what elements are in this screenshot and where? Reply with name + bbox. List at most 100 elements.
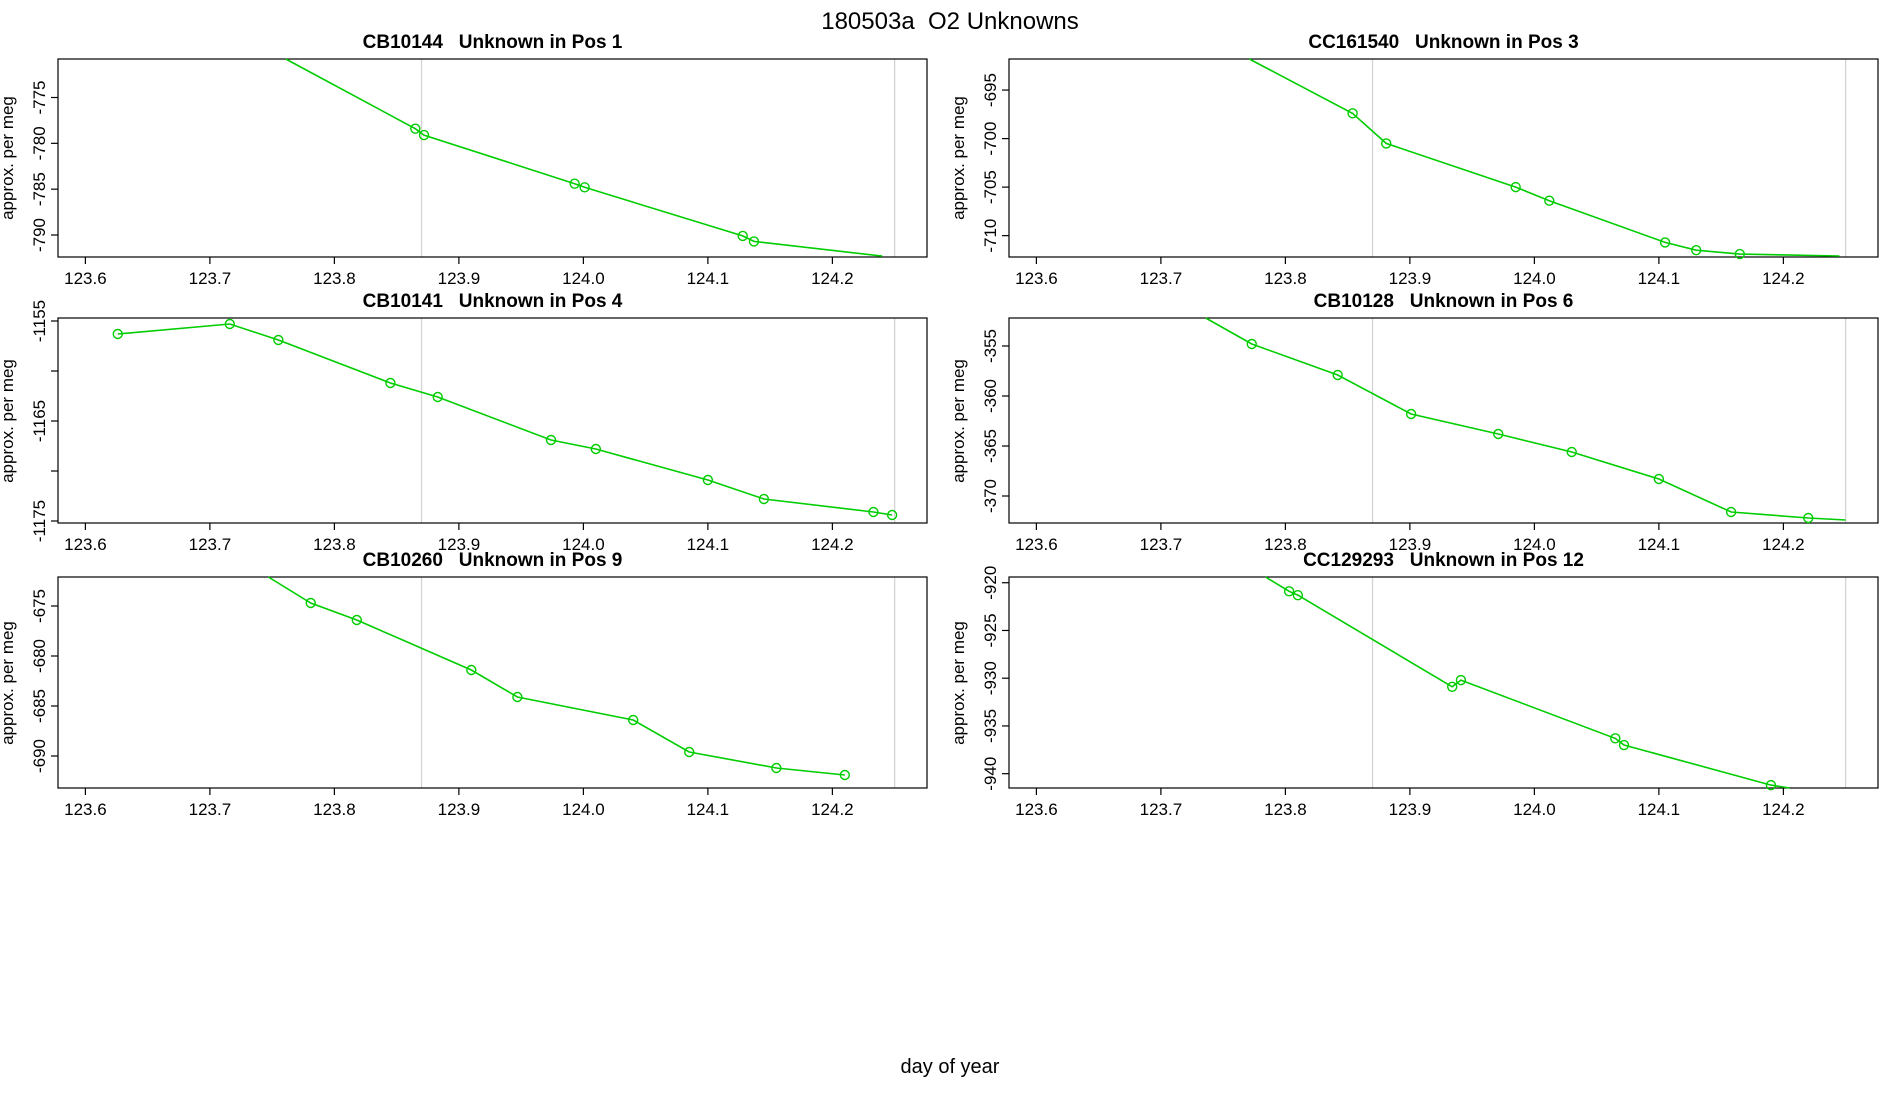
x-tick-label: 124.0 <box>1513 269 1556 288</box>
data-point-marker <box>112 328 123 340</box>
x-tick-label: 124.1 <box>687 535 730 554</box>
x-tick-label: 123.7 <box>189 800 232 819</box>
y-tick-label: -1155 <box>30 300 49 342</box>
plot-box <box>1008 576 1879 789</box>
x-tick-label: 123.9 <box>438 535 481 554</box>
y-tick-label: -1165 <box>30 400 49 442</box>
y-tick-label: -360 <box>981 379 1000 413</box>
x-tick-label: 123.9 <box>1389 535 1432 554</box>
x-tick-label: 123.6 <box>1015 800 1058 819</box>
x-tick-label: 124.2 <box>811 535 854 554</box>
x-tick-label: 124.2 <box>1762 535 1805 554</box>
data-point-marker <box>1765 779 1777 791</box>
y-tick-label: -690 <box>30 739 49 773</box>
data-point-marker <box>305 597 316 609</box>
plot-box <box>1008 317 1879 524</box>
data-point-marker <box>627 714 639 726</box>
y-axis-label: approx. per meg <box>949 358 968 483</box>
x-axis-label: day of year <box>900 1056 1000 1078</box>
x-tick-label: 123.9 <box>1389 800 1432 819</box>
plot-box <box>57 317 928 524</box>
data-point-marker <box>886 509 898 521</box>
data-point-marker <box>868 506 879 518</box>
x-tick-label: 124.1 <box>687 269 730 288</box>
data-point-marker <box>771 762 782 774</box>
data-point-marker <box>1725 506 1737 518</box>
x-tick-label: 123.8 <box>313 535 356 554</box>
x-tick-label: 123.9 <box>438 800 481 819</box>
x-tick-label: 124.0 <box>562 269 605 288</box>
x-tick-label: 123.9 <box>438 269 481 288</box>
x-tick-label: 123.8 <box>313 800 356 819</box>
data-point-marker <box>1493 428 1504 440</box>
data-point-marker <box>385 377 396 389</box>
x-tick-label: 124.1 <box>1638 269 1681 288</box>
y-axis-label: approx. per meg <box>949 620 968 745</box>
data-point-marker <box>1455 674 1467 686</box>
y-tick-label: -685 <box>30 689 49 723</box>
y-tick-label: -710 <box>981 219 1000 253</box>
data-point-marker <box>569 178 580 189</box>
data-point-marker <box>1447 681 1458 692</box>
data-point-marker <box>351 614 362 626</box>
data-point-marker <box>758 493 770 505</box>
page-title: 180503a O2 Unknowns <box>821 8 1079 35</box>
data-point-marker <box>466 664 477 676</box>
x-tick-label: 123.7 <box>189 535 232 554</box>
data-point-marker <box>839 769 851 781</box>
y-axis-label: approx. per meg <box>0 96 17 220</box>
y-tick-label: -930 <box>981 661 1000 695</box>
y-tick-label: -675 <box>30 589 49 623</box>
data-point-marker <box>273 334 284 346</box>
data-point-marker <box>1653 473 1665 485</box>
data-point-marker <box>1659 237 1671 248</box>
data-point-marker <box>737 230 748 242</box>
plot-box <box>57 576 928 789</box>
y-axis-label: approx. per meg <box>0 620 17 745</box>
y-tick-label: -940 <box>981 757 1000 791</box>
y-tick-label: -680 <box>30 639 49 673</box>
x-tick-label: 124.1 <box>687 800 730 819</box>
x-tick-label: 124.0 <box>562 800 605 819</box>
x-tick-label: 124.0 <box>1513 800 1556 819</box>
data-point-marker <box>1803 512 1814 524</box>
x-tick-label: 123.7 <box>1140 535 1183 554</box>
y-tick-label: -925 <box>981 613 1000 647</box>
x-tick-label: 123.6 <box>1015 269 1058 288</box>
y-tick-label: -790 <box>30 218 49 252</box>
y-tick-label: -355 <box>981 329 1000 363</box>
x-tick-label: 123.9 <box>1389 269 1432 288</box>
data-line <box>117 323 893 516</box>
x-tick-label: 123.8 <box>1264 800 1307 819</box>
x-tick-label: 124.2 <box>811 269 854 288</box>
data-line <box>267 576 845 776</box>
data-point-marker <box>410 123 421 134</box>
y-tick-label: -785 <box>30 172 49 206</box>
data-point-marker <box>1381 138 1392 149</box>
subplot-title-CC161540: CC161540 Unknown in Pos 3 <box>1308 32 1579 53</box>
data-point-marker <box>1566 446 1577 458</box>
y-axis-label: approx. per meg <box>0 358 17 483</box>
y-tick-label: -365 <box>981 429 1000 463</box>
y-tick-label: -920 <box>981 566 1000 600</box>
data-point-marker <box>579 182 590 193</box>
x-tick-label: 123.7 <box>1140 800 1183 819</box>
data-point-marker <box>748 236 760 247</box>
y-tick-label: -700 <box>981 122 1000 156</box>
data-point-marker <box>590 443 602 455</box>
data-point-marker <box>1283 586 1295 597</box>
y-tick-label: -780 <box>30 126 49 160</box>
plot-box <box>1008 58 1879 258</box>
data-point-marker <box>1610 733 1621 744</box>
x-tick-label: 123.6 <box>64 269 107 288</box>
data-point-marker <box>1510 181 1521 193</box>
data-point-marker <box>418 129 430 141</box>
y-tick-label: -370 <box>981 479 1000 513</box>
subplot-title-CB10144: CB10144 Unknown in Pos 1 <box>362 32 623 53</box>
x-tick-label: 124.0 <box>562 535 605 554</box>
x-tick-label: 124.1 <box>1638 535 1681 554</box>
x-tick-label: 123.8 <box>1264 269 1307 288</box>
data-line <box>1265 576 1790 789</box>
